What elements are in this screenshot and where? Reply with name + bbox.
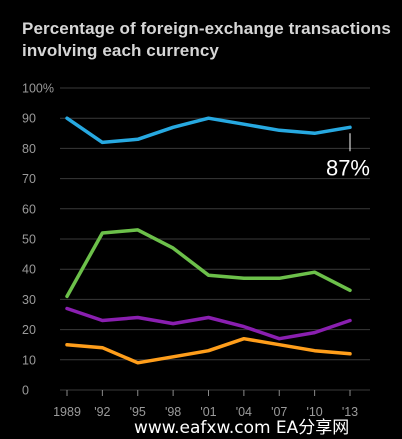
x-tick-label: '95: [130, 405, 146, 419]
y-tick-label: 0: [22, 384, 29, 398]
y-tick-label: 10: [22, 353, 36, 367]
y-tick-label: 40: [22, 263, 36, 277]
x-tick-label: 1989: [53, 405, 81, 419]
series-line-4: [65, 336, 352, 365]
x-tick-label: '98: [165, 405, 181, 419]
x-tick-label: '10: [306, 405, 322, 419]
y-tick-label: 80: [22, 142, 36, 156]
series-line-2: [65, 228, 352, 299]
chart-title: Percentage of foreign-exchange transacti…: [22, 19, 391, 60]
series-line-3: [65, 306, 352, 341]
y-tick-label: 50: [22, 233, 36, 247]
callout-label: 87%: [326, 155, 370, 180]
x-tick-label: '04: [236, 405, 252, 419]
x-tick-label: '13: [342, 405, 358, 419]
y-tick-label: 30: [22, 293, 36, 307]
series-line-1: [65, 116, 352, 145]
x-tick-label: '07: [271, 405, 287, 419]
y-tick-label: 100%: [22, 82, 54, 96]
y-tick-label: 90: [22, 112, 36, 126]
x-tick-label: '01: [200, 405, 216, 419]
y-tick-label: 70: [22, 172, 36, 186]
watermark-text: www.eafxw.com EA分享网: [134, 418, 350, 438]
x-tick-label: '92: [94, 405, 110, 419]
y-tick-label: 20: [22, 323, 36, 337]
y-tick-label: 60: [22, 202, 36, 216]
